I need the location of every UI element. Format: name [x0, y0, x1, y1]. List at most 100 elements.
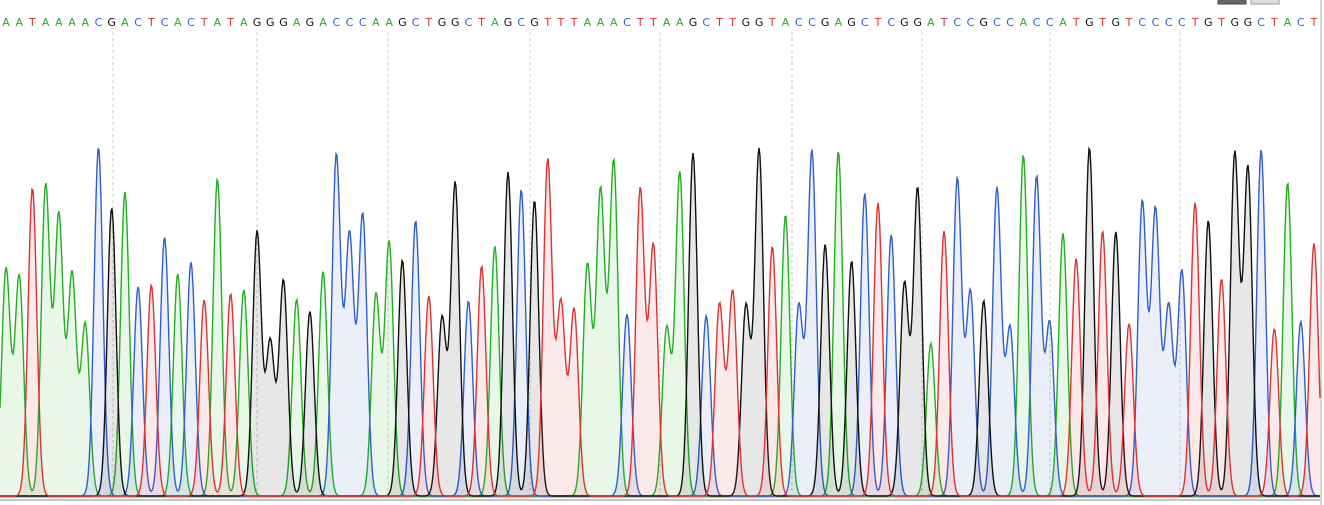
- base-call: C: [1046, 16, 1054, 29]
- base-call: T: [226, 16, 234, 29]
- base-call: C: [359, 16, 367, 29]
- base-call: C: [412, 16, 420, 29]
- base-call: G: [107, 16, 116, 29]
- base-call: C: [795, 16, 803, 29]
- base-call: A: [491, 16, 499, 29]
- base-call: T: [1310, 16, 1318, 29]
- base-call: G: [398, 16, 407, 29]
- top-buttons[interactable]: [1217, 0, 1280, 5]
- base-call: A: [782, 16, 790, 29]
- base-call: A: [584, 16, 592, 29]
- base-call: C: [1152, 16, 1160, 29]
- base-call: C: [1033, 16, 1041, 29]
- base-call: G: [1085, 16, 1094, 29]
- base-call: T: [649, 16, 657, 29]
- base-call: A: [663, 16, 671, 29]
- base-call: T: [424, 16, 432, 29]
- base-call: C: [1257, 16, 1265, 29]
- base-call: T: [874, 16, 882, 29]
- base-call: A: [240, 16, 248, 29]
- base-call: C: [1297, 16, 1305, 29]
- base-call: G: [266, 16, 275, 29]
- base-call: A: [68, 16, 76, 29]
- base-call: G: [847, 16, 856, 29]
- base-call: A: [676, 16, 684, 29]
- button[interactable]: [1217, 0, 1247, 5]
- base-call: T: [200, 16, 208, 29]
- base-call: A: [597, 16, 605, 29]
- base-call: A: [214, 16, 222, 29]
- base-call: A: [610, 16, 618, 29]
- base-call: G: [1230, 16, 1239, 29]
- base-call: T: [1270, 16, 1278, 29]
- base-call: G: [504, 16, 513, 29]
- base-call: T: [1125, 16, 1133, 29]
- base-call: G: [1112, 16, 1121, 29]
- base-call: A: [55, 16, 63, 29]
- base-call: C: [1138, 16, 1146, 29]
- base-call: G: [689, 16, 698, 29]
- base-call: A: [82, 16, 90, 29]
- base-call: C: [1178, 16, 1186, 29]
- base-call: T: [477, 16, 485, 29]
- base-call: A: [1020, 16, 1028, 29]
- base-call: C: [1165, 16, 1173, 29]
- base-call: C: [887, 16, 895, 29]
- base-call: C: [517, 16, 525, 29]
- base-call: G: [1244, 16, 1253, 29]
- base-call: G: [530, 16, 539, 29]
- base-call: C: [1006, 16, 1014, 29]
- base-call: T: [570, 16, 578, 29]
- base-call: T: [636, 16, 644, 29]
- base-call: C: [332, 16, 340, 29]
- trace: [0, 146, 1320, 497]
- base-call: C: [161, 16, 169, 29]
- base-call: T: [1217, 16, 1225, 29]
- base-call: A: [1284, 16, 1292, 29]
- base-call: A: [42, 16, 50, 29]
- base-call: T: [728, 16, 736, 29]
- base-call: C: [861, 16, 869, 29]
- base-call: G: [755, 16, 764, 29]
- base-call: C: [953, 16, 961, 29]
- base-call: T: [1098, 16, 1106, 29]
- base-call: G: [742, 16, 751, 29]
- base-call: G: [821, 16, 830, 29]
- base-call: G: [279, 16, 288, 29]
- base-call: A: [927, 16, 935, 29]
- button[interactable]: [1250, 0, 1280, 5]
- base-call: C: [187, 16, 195, 29]
- base-call: T: [28, 16, 36, 29]
- trace-fill: [0, 152, 1320, 498]
- base-call: C: [346, 16, 354, 29]
- base-call: G: [438, 16, 447, 29]
- base-call: T: [715, 16, 723, 29]
- base-call: C: [702, 16, 710, 29]
- base-call: T: [147, 16, 155, 29]
- base-call: A: [121, 16, 129, 29]
- base-call: C: [134, 16, 142, 29]
- base-call: T: [557, 16, 565, 29]
- base-call: A: [372, 16, 380, 29]
- base-call: A: [835, 16, 843, 29]
- base-call: G: [979, 16, 988, 29]
- base-call: C: [967, 16, 975, 29]
- base-call: A: [293, 16, 301, 29]
- base-call: C: [623, 16, 631, 29]
- base-call: C: [95, 16, 103, 29]
- base-call: A: [319, 16, 327, 29]
- base-call: G: [900, 16, 909, 29]
- base-call: G: [1204, 16, 1213, 29]
- base-call: G: [253, 16, 262, 29]
- base-call: G: [913, 16, 922, 29]
- trace: [0, 158, 1321, 497]
- base-call: C: [465, 16, 473, 29]
- base-call: G: [451, 16, 460, 29]
- base-call: T: [768, 16, 776, 29]
- base-call: A: [385, 16, 393, 29]
- base-call: G: [306, 16, 315, 29]
- base-call: T: [940, 16, 948, 29]
